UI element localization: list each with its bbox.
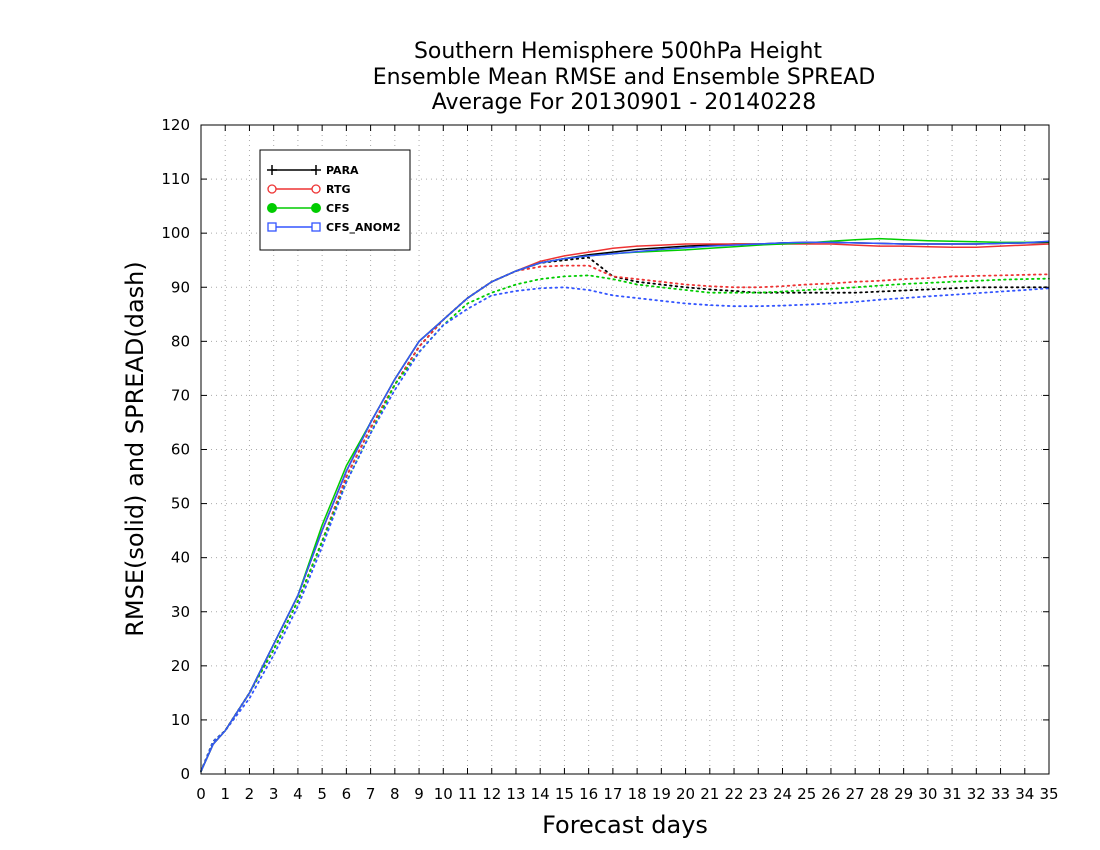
x-tick-label-5: 5	[317, 785, 327, 803]
x-tick-label-32: 32	[967, 785, 986, 803]
x-tick-label-18: 18	[628, 785, 647, 803]
y-tick-label-90: 90	[171, 278, 190, 296]
series-rmse-cfs	[200, 237, 1050, 772]
x-tick-label-22: 22	[724, 785, 743, 803]
legend-label-rtg: RTG	[326, 183, 351, 196]
legend-box	[259, 149, 411, 251]
x-tick-label-14: 14	[531, 785, 550, 803]
series-spread-cfs	[200, 274, 1050, 773]
x-tick-label-25: 25	[797, 785, 816, 803]
x-tick-label-35: 35	[1039, 785, 1058, 803]
x-tick-label-8: 8	[390, 785, 400, 803]
x-tick-label-29: 29	[894, 785, 913, 803]
series-lines	[200, 237, 1050, 773]
legend-marker-para-1	[311, 165, 321, 175]
y-tick-label-50: 50	[171, 495, 190, 513]
y-tick-label-120: 120	[161, 116, 190, 134]
x-tick-label-31: 31	[943, 785, 962, 803]
x-tick-label-15: 15	[555, 785, 574, 803]
y-tick-label-60: 60	[171, 441, 190, 459]
x-tick-label-1: 1	[220, 785, 230, 803]
y-axis-title: RMSE(solid) and SPREAD(dash)	[121, 261, 149, 637]
chart-title-line-3: Average For 20130901 - 20140228	[432, 90, 817, 115]
x-tick-label-9: 9	[414, 785, 424, 803]
legend-marker-cfs-0	[267, 203, 277, 213]
x-tick-label-16: 16	[579, 785, 598, 803]
legend-marker-cfs_anom2-1	[311, 222, 321, 232]
legend-marker-cfs-1	[311, 203, 321, 213]
x-tick-label-33: 33	[991, 785, 1010, 803]
x-tick-label-23: 23	[749, 785, 768, 803]
legend-label-cfs_anom2: CFS_ANOM2	[326, 221, 401, 234]
x-tick-label-11: 11	[458, 785, 477, 803]
y-tick-label-20: 20	[171, 657, 190, 675]
y-tick-label-30: 30	[171, 603, 190, 621]
y-tick-label-80: 80	[171, 332, 190, 350]
x-tick-label-4: 4	[293, 785, 303, 803]
y-tick-label-40: 40	[171, 549, 190, 567]
legend-marker-rtg-1	[311, 184, 321, 194]
legend-marker-rtg-0	[267, 184, 277, 194]
legend-label-para: PARA	[326, 164, 359, 177]
x-tick-label-12: 12	[482, 785, 501, 803]
x-tick-label-24: 24	[773, 785, 792, 803]
series-rmse-para	[200, 241, 1050, 772]
chart-title-line-1: Southern Hemisphere 500hPa Height	[414, 39, 822, 64]
x-tick-label-6: 6	[342, 785, 352, 803]
chart-title-group: Southern Hemisphere 500hPa Height Ensemb…	[373, 39, 876, 115]
x-tick-label-20: 20	[676, 785, 695, 803]
x-tick-label-26: 26	[821, 785, 840, 803]
x-tick-label-3: 3	[269, 785, 279, 803]
grid	[201, 125, 1049, 774]
series-spread-cfs_anom2	[200, 286, 1050, 773]
x-tick-label-21: 21	[700, 785, 719, 803]
x-tick-label-28: 28	[870, 785, 889, 803]
x-tick-label-17: 17	[603, 785, 622, 803]
axis-ticks: 0 1 2 3 4 5 6 7 8 9 10 11 12 13 14 15 16 17 18 19 20 21 22 23 24…	[161, 116, 1058, 803]
y-tick-label-100: 100	[161, 224, 190, 242]
legend-marker-cfs_anom2-0	[267, 222, 277, 232]
y-tick-label-110: 110	[161, 170, 190, 188]
y-tick-label-10: 10	[171, 711, 190, 729]
chart-title-line-2: Ensemble Mean RMSE and Ensemble SPREAD	[373, 65, 876, 90]
x-tick-label-27: 27	[846, 785, 865, 803]
legend-marker-para-0	[267, 165, 277, 175]
x-tick-label-2: 2	[245, 785, 255, 803]
x-tick-label-30: 30	[918, 785, 937, 803]
x-tick-label-13: 13	[506, 785, 525, 803]
series-rmse-cfs_anom2	[200, 240, 1050, 772]
x-tick-label-34: 34	[1015, 785, 1034, 803]
x-tick-label-10: 10	[434, 785, 453, 803]
x-axis-title: Forecast days	[542, 811, 708, 839]
legend: PARA RTG CFS CFS_ANOM2	[259, 149, 411, 251]
y-tick-label-70: 70	[171, 386, 190, 404]
x-tick-label-0: 0	[196, 785, 206, 803]
legend-label-cfs: CFS	[326, 202, 350, 215]
x-tick-label-19: 19	[652, 785, 671, 803]
series-rmse-rtg	[200, 243, 1050, 772]
y-tick-label-0: 0	[180, 765, 190, 783]
x-tick-label-7: 7	[366, 785, 376, 803]
